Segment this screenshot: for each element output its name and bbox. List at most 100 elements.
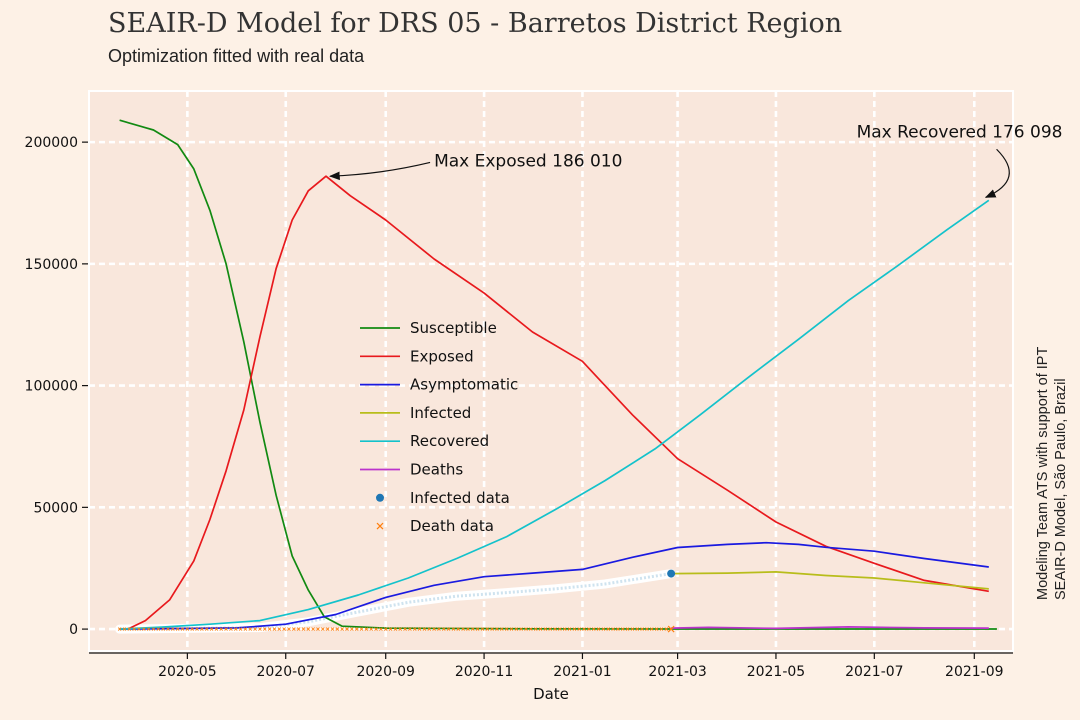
death-data-point bbox=[180, 627, 185, 631]
death-data-point bbox=[446, 627, 451, 631]
death-data-point bbox=[529, 627, 533, 631]
death-data-point bbox=[524, 627, 528, 631]
death-data-point bbox=[345, 627, 349, 631]
y-tick-3: 150000 bbox=[25, 257, 78, 273]
death-data-point bbox=[398, 627, 403, 631]
death-data-point bbox=[354, 627, 359, 631]
death-data-point bbox=[248, 627, 253, 631]
death-data-point bbox=[311, 627, 315, 631]
death-data-point bbox=[350, 627, 354, 631]
death-data-point bbox=[330, 627, 335, 631]
death-data-point bbox=[272, 627, 277, 631]
legend-label: Death data bbox=[410, 517, 494, 535]
legend-swatch bbox=[376, 493, 384, 502]
death-data-point bbox=[214, 627, 219, 631]
death-data-point bbox=[316, 627, 320, 631]
death-data-point bbox=[287, 627, 291, 631]
legend-label: Deaths bbox=[410, 461, 463, 479]
death-data-point bbox=[146, 627, 151, 631]
death-data-point bbox=[204, 627, 209, 631]
death-data-point bbox=[258, 627, 262, 631]
death-data-point bbox=[190, 627, 194, 631]
death-data-point bbox=[567, 627, 572, 631]
legend: Susceptible Exposed Asymptomatic Infected Re… bbox=[360, 319, 518, 535]
x-tick-4: 2021-01 bbox=[553, 664, 612, 680]
death-data-point bbox=[335, 627, 340, 631]
death-data-point bbox=[591, 627, 596, 631]
death-data-point bbox=[301, 627, 306, 631]
death-data-point bbox=[495, 627, 499, 631]
death-data-point bbox=[437, 627, 441, 631]
death-data-point bbox=[142, 627, 146, 631]
annotations: Max Exposed 186 010 Max Recovered 176 098 bbox=[328, 122, 1062, 198]
death-data-point bbox=[408, 627, 412, 631]
death-data-point bbox=[606, 627, 611, 631]
death-data-point bbox=[596, 627, 601, 631]
death-data-point bbox=[166, 627, 170, 631]
y-tick-1: 50000 bbox=[33, 500, 78, 516]
legend-item-infected-data: Infected data bbox=[376, 489, 510, 507]
death-data-point bbox=[625, 627, 630, 631]
legend-item-exposed: Exposed bbox=[360, 347, 474, 365]
death-data-point bbox=[229, 627, 233, 631]
death-data-point bbox=[117, 627, 122, 631]
legend-item-death-data: Death data bbox=[376, 517, 494, 535]
death-data-point bbox=[296, 627, 301, 631]
legend-item-recovered: Recovered bbox=[360, 432, 489, 450]
death-data-point bbox=[151, 627, 156, 631]
death-data-point bbox=[282, 627, 286, 631]
series-deaths bbox=[671, 626, 989, 630]
legend-label: Infected bbox=[410, 404, 471, 422]
series-lines bbox=[119, 119, 997, 630]
grid-lines bbox=[89, 91, 1013, 651]
legend-label: Exposed bbox=[410, 347, 474, 365]
death-data-point bbox=[393, 627, 398, 631]
death-data-point bbox=[543, 627, 548, 631]
side-note-line-2: SEAIR-D Model, São Paulo, Brazil bbox=[1053, 378, 1069, 600]
annotation-arrow-1 bbox=[984, 148, 1010, 198]
death-data-point bbox=[587, 627, 591, 631]
death-data-point bbox=[640, 627, 644, 631]
death-data-point bbox=[538, 627, 543, 631]
death-data-point bbox=[238, 627, 243, 631]
y-axis: 0 50000 100000 150000 200000 bbox=[25, 135, 88, 638]
death-data-point bbox=[224, 627, 228, 631]
death-data-last-point bbox=[667, 625, 675, 633]
x-tick-8: 2021-09 bbox=[945, 664, 1004, 680]
death-data-point bbox=[645, 627, 649, 631]
death-data-point bbox=[422, 627, 427, 631]
legend-item-asymptomatic: Asymptomatic bbox=[360, 376, 518, 394]
death-data-point bbox=[369, 627, 373, 631]
death-data-point bbox=[185, 627, 190, 631]
death-data-point bbox=[466, 627, 470, 631]
series-recovered bbox=[119, 199, 990, 630]
death-data-point bbox=[243, 627, 248, 631]
death-data-point bbox=[533, 627, 538, 631]
death-data-point bbox=[441, 627, 446, 631]
death-data-point bbox=[509, 627, 514, 631]
death-data-point bbox=[262, 627, 267, 631]
side-note: Modeling Team ATS with support of IPT SE… bbox=[1034, 260, 1070, 600]
legend-label: Infected data bbox=[410, 489, 510, 507]
death-data-point bbox=[577, 627, 582, 631]
death-data-point bbox=[664, 627, 669, 631]
x-tick-0: 2020-05 bbox=[158, 664, 217, 680]
legend-item-deaths: Deaths bbox=[360, 461, 463, 479]
death-data-point bbox=[582, 627, 586, 631]
death-data-point bbox=[480, 627, 485, 631]
legend-item-susceptible: Susceptible bbox=[360, 319, 497, 337]
death-data-point bbox=[325, 627, 330, 631]
death-data-point bbox=[456, 627, 461, 631]
death-data-point bbox=[171, 627, 175, 631]
death-data-point bbox=[553, 627, 557, 631]
series-asymptomatic bbox=[119, 541, 989, 630]
side-note-line-1: Modeling Team ATS with support of IPT bbox=[1035, 346, 1051, 600]
death-data-point bbox=[161, 627, 165, 631]
death-data-point bbox=[277, 627, 282, 631]
death-data-point bbox=[209, 627, 214, 631]
death-data-point bbox=[630, 627, 635, 631]
death-data-point bbox=[432, 627, 436, 631]
death-data-point bbox=[388, 627, 393, 631]
death-data-point bbox=[383, 627, 388, 631]
